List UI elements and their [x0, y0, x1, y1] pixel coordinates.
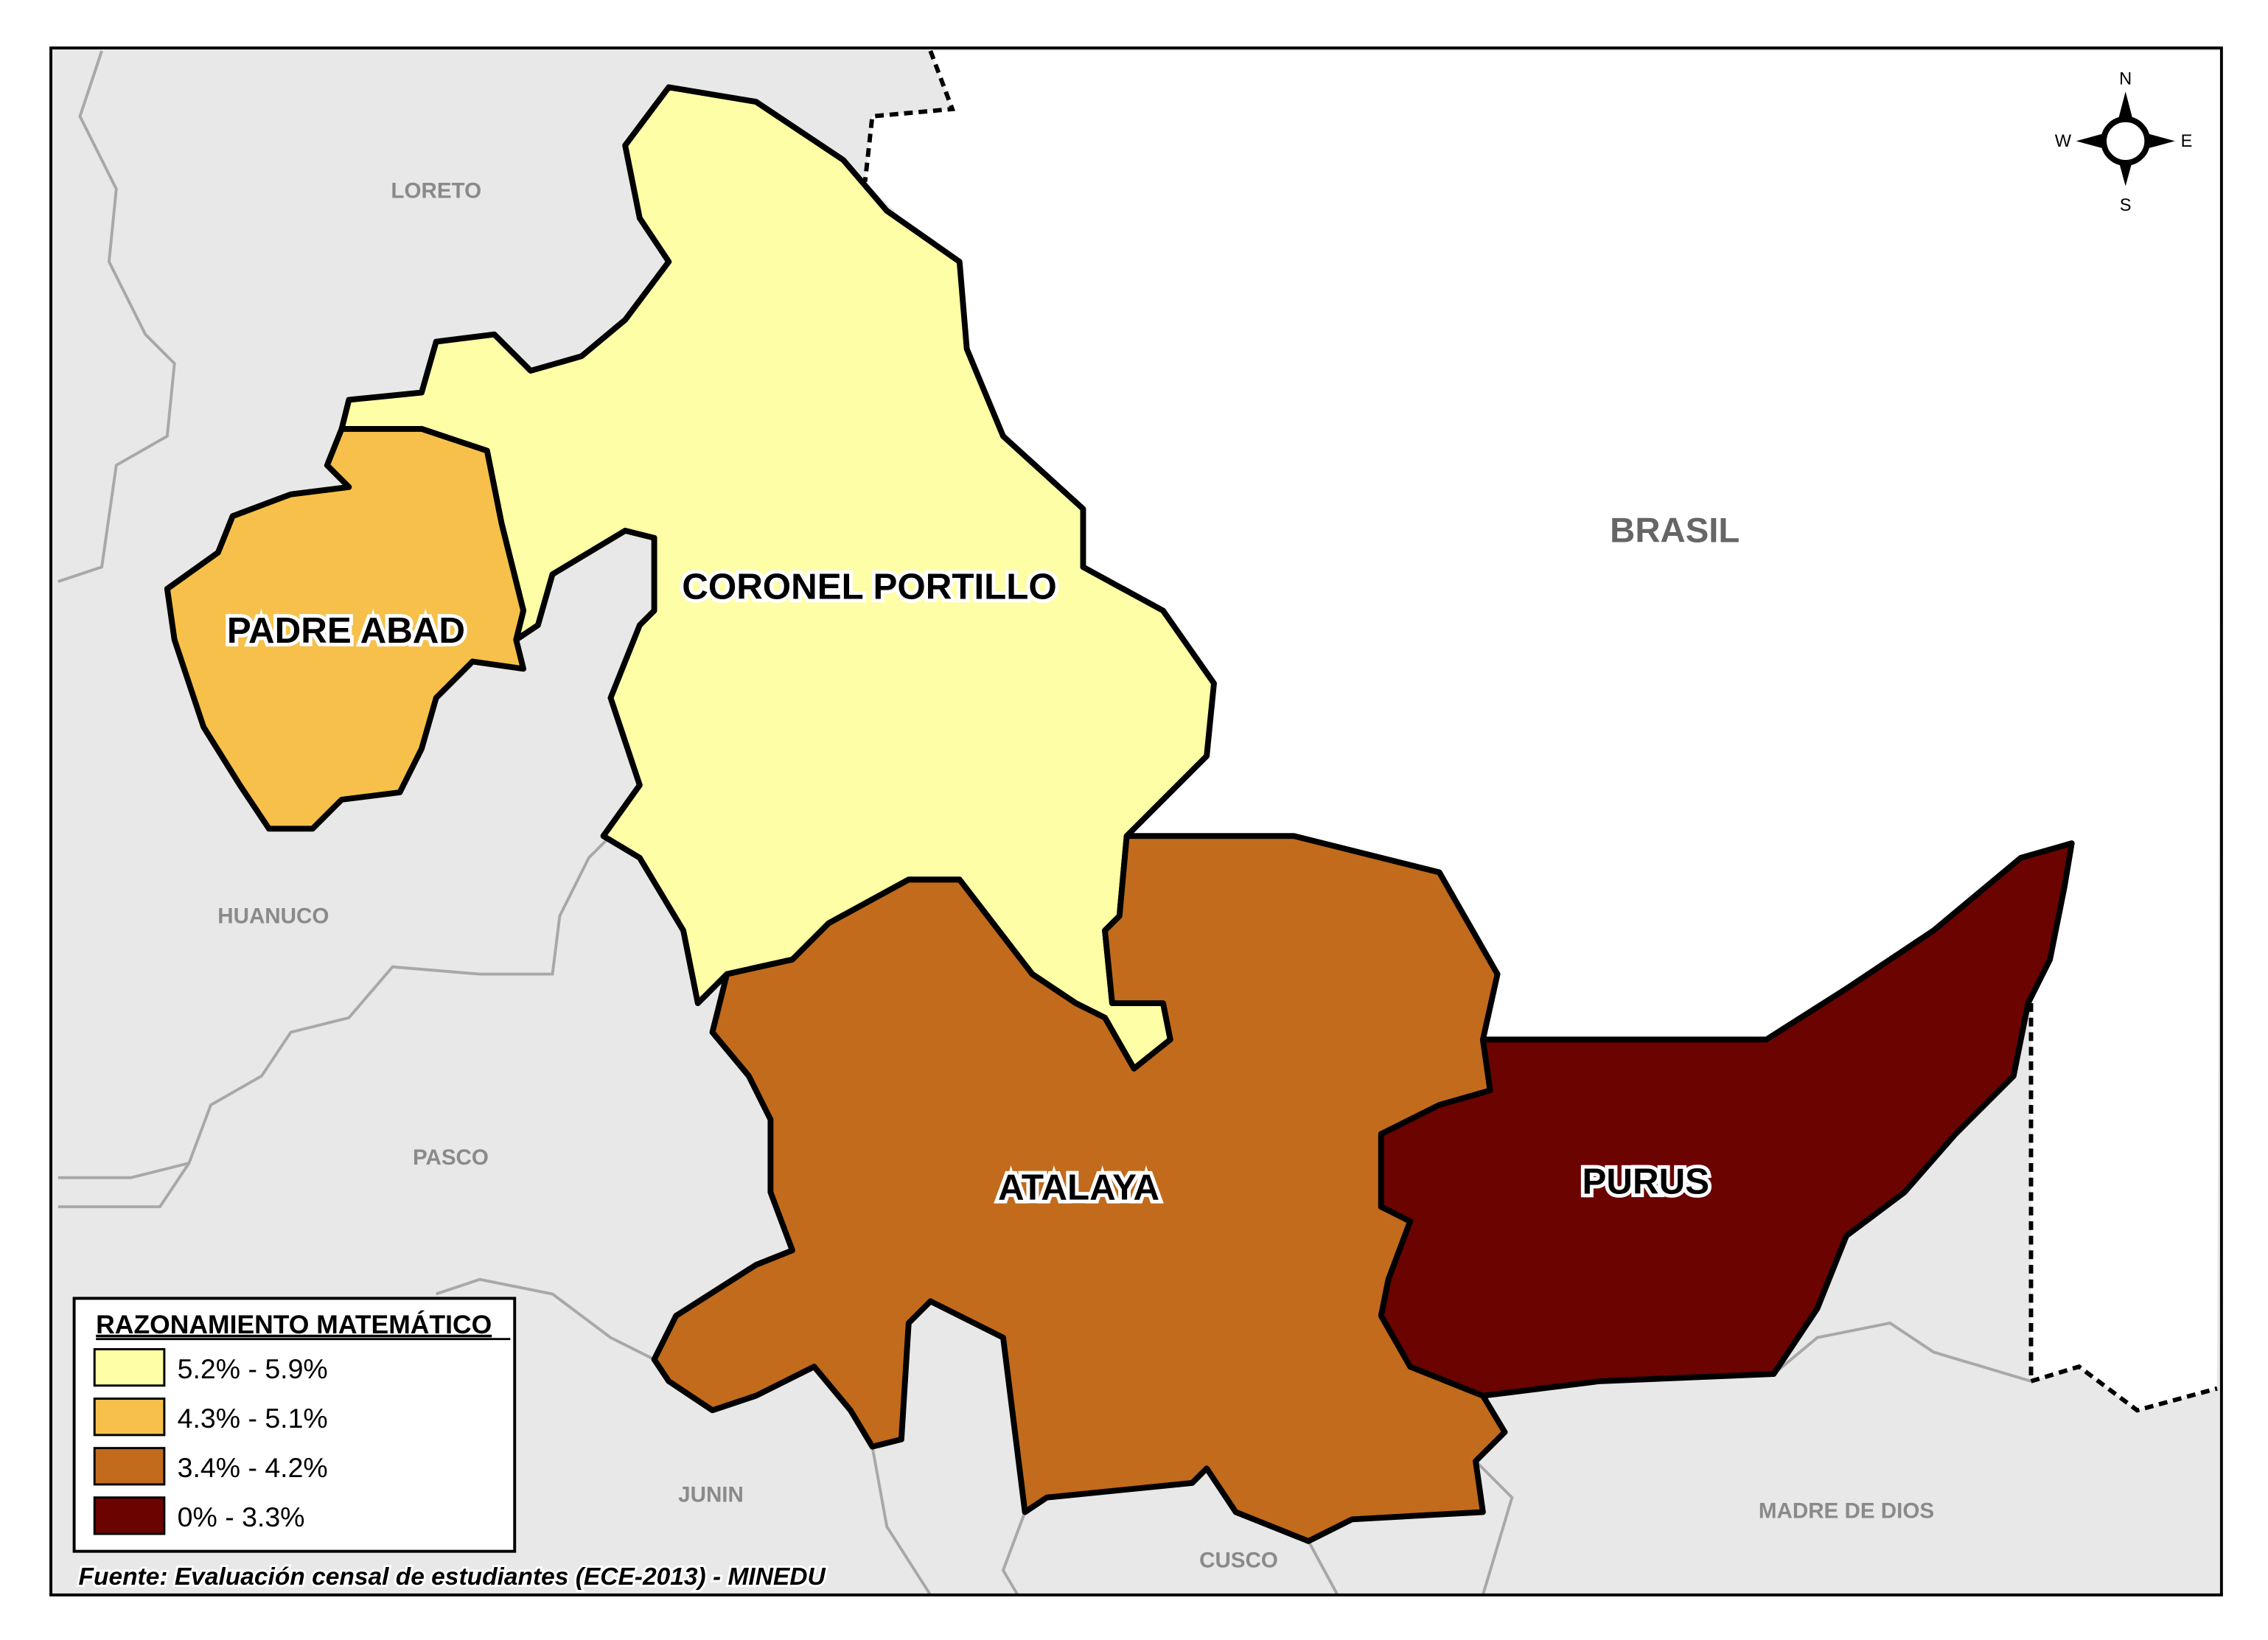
compass-e: E — [2181, 132, 2193, 151]
province-padre-abad[interactable] — [164, 425, 527, 832]
legend-swatch — [93, 1496, 166, 1535]
label-pasco: PASCO — [413, 1145, 489, 1170]
label-loreto: LORETO — [391, 178, 481, 203]
legend: RAZONAMIENTO MATEMÁTICO 5.2% - 5.9% 4.3%… — [72, 1297, 517, 1553]
province-purus[interactable] — [1378, 840, 2075, 1399]
legend-label: 5.2% - 5.9% — [178, 1353, 328, 1384]
international-border-dashed-2 — [2028, 1003, 2218, 1413]
legend-swatch — [93, 1447, 166, 1486]
province-coronel-portillo[interactable] — [338, 84, 1217, 1072]
compass-s: S — [2120, 196, 2132, 215]
label-purus: PURUS — [1583, 1161, 1710, 1201]
compass-n: N — [2119, 69, 2132, 88]
label-brasil: BRASIL — [1610, 512, 1740, 551]
legend-label: 0% - 3.3% — [178, 1501, 305, 1532]
compass-rose-icon: N S W E — [2055, 69, 2193, 215]
compass-w: W — [2055, 132, 2072, 151]
label-atalaya: ATALAYA — [998, 1167, 1159, 1207]
source-note: Fuente: Evaluación censal de estudiantes… — [79, 1563, 826, 1591]
legend-swatch — [93, 1398, 166, 1437]
label-junin: JUNIN — [678, 1483, 744, 1507]
label-huanuco: HUANUCO — [217, 904, 329, 929]
brasil-area — [865, 51, 2222, 1411]
legend-label: 3.4% - 4.2% — [178, 1452, 328, 1483]
legend-title: RAZONAMIENTO MATEMÁTICO — [96, 1310, 492, 1339]
map-frame — [49, 46, 2223, 1597]
legend-swatch — [93, 1348, 166, 1387]
label-madre-de-dios: MADRE DE DIOS — [1759, 1498, 1934, 1523]
legend-label: 4.3% - 5.1% — [178, 1403, 328, 1434]
label-padre-abad: PADRE ABAD — [227, 610, 465, 651]
international-border-dashed — [862, 49, 956, 182]
label-cusco: CUSCO — [1199, 1548, 1278, 1572]
label-coronel-portillo: CORONEL PORTILLO — [682, 567, 1056, 607]
